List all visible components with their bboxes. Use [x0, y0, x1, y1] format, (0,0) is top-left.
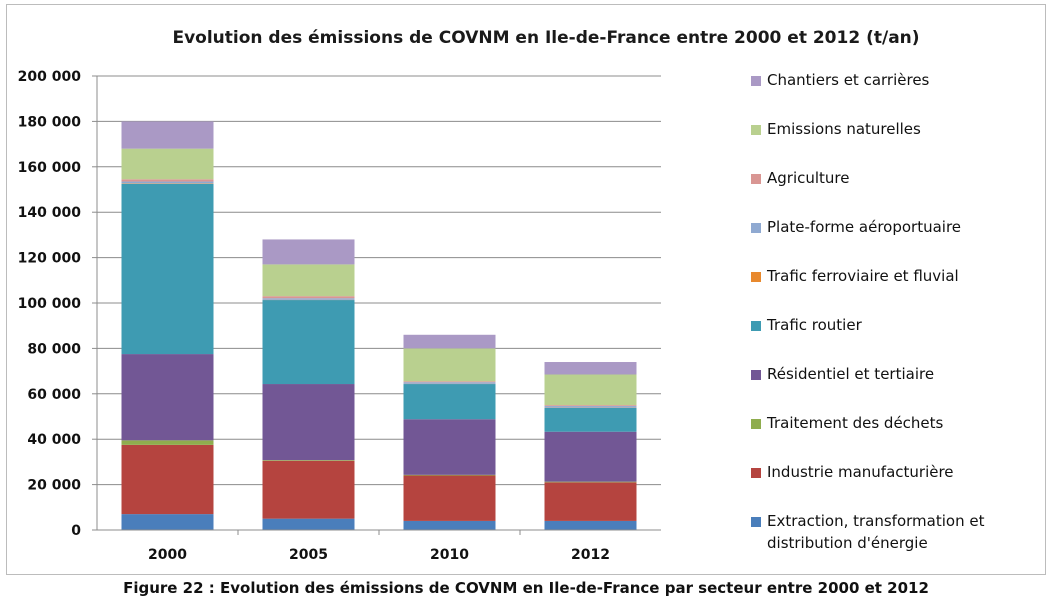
bar-segment — [262, 298, 355, 300]
legend-swatch — [751, 419, 761, 429]
y-tick-label: 60 000 — [27, 387, 81, 403]
bar-segment — [262, 300, 355, 385]
legend-item: Emissions naturelles — [751, 120, 921, 140]
bar-segment — [121, 148, 214, 180]
legend-label: Agriculture — [767, 169, 850, 187]
bar-segment — [544, 407, 637, 432]
bar-segment — [544, 482, 637, 521]
y-tick-label: 180 000 — [18, 114, 82, 130]
x-tick-label: 2005 — [289, 547, 328, 563]
bar-segment — [544, 520, 637, 530]
bar-segment — [121, 440, 214, 445]
bar-segment — [262, 296, 355, 299]
bar-segment — [262, 460, 355, 519]
bar-segment — [121, 514, 214, 530]
x-tick-label: 2000 — [148, 547, 187, 563]
x-tick-labels: 2000 2005 2010 2012 — [148, 530, 610, 563]
chart-title: Evolution des émissions de COVNM en Ile-… — [172, 28, 920, 48]
legend-swatch — [751, 223, 761, 233]
legend-item: Traitement des déchets — [751, 414, 944, 434]
legend-label: Résidentiel et tertiaire — [767, 365, 935, 383]
bar-segment — [403, 475, 496, 521]
legend-label: Trafic ferroviaire et fluvial — [767, 267, 959, 285]
legend-swatch — [751, 174, 761, 184]
legend-swatch — [751, 125, 761, 135]
bar-segment — [544, 374, 637, 406]
bar-segment — [403, 382, 496, 384]
bar-segment — [403, 520, 496, 530]
y-tick-label: 0 — [71, 523, 81, 539]
bar-segment — [121, 444, 214, 515]
bar-segment — [121, 121, 214, 149]
legend-label: Trafic routier — [767, 316, 862, 334]
bar-segment — [403, 381, 496, 383]
x-tick-label: 2012 — [571, 547, 610, 563]
legend-label: Extraction, transformation et distributi… — [767, 512, 985, 552]
bar-segment — [544, 481, 637, 483]
y-tick-label: 20 000 — [27, 478, 81, 494]
legend-swatch — [751, 370, 761, 380]
legend-item: Trafic ferroviaire et fluvial — [751, 267, 959, 287]
legend-label: Traitement des déchets — [767, 414, 944, 432]
bar-segment — [403, 348, 496, 382]
legend-item: Agriculture — [751, 169, 850, 189]
legend-swatch — [751, 321, 761, 331]
bar-segment — [121, 179, 214, 182]
legend-swatch — [751, 468, 761, 478]
legend-label: Emissions naturelles — [767, 120, 921, 138]
y-tick-label: 200 000 — [18, 69, 82, 85]
legend-swatch — [751, 517, 761, 527]
bar-segment — [262, 518, 355, 530]
bar-segment — [121, 354, 214, 441]
bars — [121, 121, 637, 530]
y-tick-label: 100 000 — [18, 296, 82, 312]
bar-segment — [121, 183, 214, 355]
y-tick-label: 80 000 — [27, 341, 81, 357]
legend-label: Industrie manufacturière — [767, 463, 954, 481]
bar-segment — [403, 384, 496, 420]
bar-segment — [262, 460, 355, 461]
legend-item: Chantiers et carrières — [751, 71, 930, 91]
y-tick-label: 40 000 — [27, 432, 81, 448]
legend-item: Plate-forme aéroportuaire — [751, 218, 962, 238]
bar-segment — [262, 384, 355, 461]
bar-segment — [544, 406, 637, 408]
bar-segment — [262, 239, 355, 265]
legend-item: Industrie manufacturière — [751, 463, 954, 483]
y-tick-label: 160 000 — [18, 160, 82, 176]
legend-item: Résidentiel et tertiaire — [751, 365, 935, 385]
y-tick-label: 120 000 — [18, 251, 82, 267]
figure-caption: Figure 22 : Evolution des émissions de C… — [123, 579, 929, 597]
bar-segment — [544, 362, 637, 375]
legend-swatch — [751, 272, 761, 282]
legend-label: Chantiers et carrières — [767, 71, 930, 89]
bar-segment — [121, 181, 214, 184]
legend-item: Extraction, transformation et distributi… — [751, 512, 1007, 554]
legend-item: Trafic routier — [751, 316, 862, 336]
x-tick-label: 2010 — [430, 547, 469, 563]
bar-segment — [403, 334, 496, 349]
y-tick-labels: 0 20 000 40 000 60 000 80 000 100 000 120 000 1… — [18, 69, 97, 539]
bar-segment — [403, 474, 496, 476]
bar-segment — [544, 405, 637, 407]
bar-segment — [544, 431, 637, 482]
legend-label: Plate-forme aéroportuaire — [767, 218, 962, 236]
y-tick-label: 140 000 — [18, 205, 82, 221]
bar-segment — [403, 419, 496, 475]
legend-swatch — [751, 76, 761, 86]
bar-segment — [262, 264, 355, 297]
